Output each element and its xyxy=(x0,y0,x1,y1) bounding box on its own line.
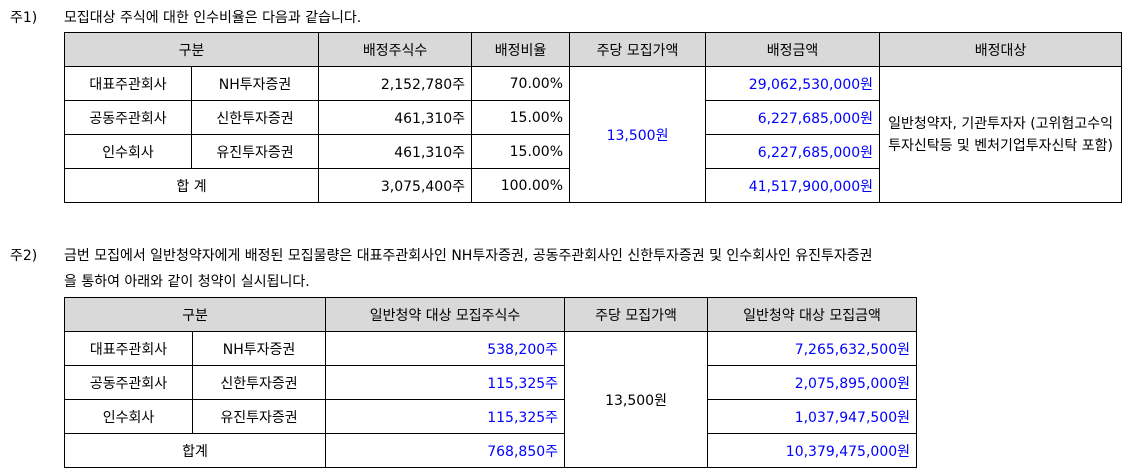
total-label: 합 계 xyxy=(63,168,320,203)
price-cell: 13,500원 xyxy=(564,331,709,468)
total-amount: 10,379,475,000원 xyxy=(707,433,918,468)
target-cell: 일반청약자, 기관투자자 (고위험고수익투자신탁등 및 벤처기업투자신탁 포함) xyxy=(879,66,1123,203)
row-company: 유진투자증권 xyxy=(190,134,320,169)
row-shares: 2,152,780주 xyxy=(318,66,473,101)
row-amount: 2,075,895,000원 xyxy=(707,365,918,400)
row-role: 대표주관회사 xyxy=(64,331,193,366)
row-amount: 6,227,685,000원 xyxy=(705,134,881,169)
header-price: 주당 모집가액 xyxy=(569,32,707,67)
table-row: 인수회사 유진투자증권 115,325주 1,037,947,500원 xyxy=(64,399,918,434)
header-shares: 일반청약 대상 모집주식수 xyxy=(325,297,566,332)
row-role: 인수회사 xyxy=(64,134,192,169)
row-shares: 461,310주 xyxy=(318,134,473,169)
note1-text: 모집대상 주식에 대한 인수비율은 다음과 같습니다. xyxy=(64,10,362,26)
header-amount: 배정금액 xyxy=(705,32,881,67)
header-category: 구분 xyxy=(63,32,320,67)
row-amount: 1,037,947,500원 xyxy=(707,399,918,434)
note2-number: 주2) xyxy=(10,248,38,264)
total-row: 합 계 3,075,400주 100.00% 41,517,900,000원 xyxy=(63,168,1122,203)
total-row: 합계 768,850주 10,379,475,000원 xyxy=(63,433,918,468)
total-ratio: 100.00% xyxy=(471,168,571,203)
header-amount: 일반청약 대상 모집금액 xyxy=(707,297,918,332)
row-shares: 461,310주 xyxy=(318,100,473,135)
table-header-row: 구분 일반청약 대상 모집주식수 주당 모집가액 일반청약 대상 모집금액 xyxy=(63,297,918,332)
note2-text-line1: 금번 모집에서 일반청약자에게 배정된 모집물량은 대표주관회사인 NH투자증권… xyxy=(64,248,873,264)
row-company: 신한투자증권 xyxy=(190,100,320,135)
total-shares: 3,075,400주 xyxy=(318,168,473,203)
allocation-table: 구분 배정주식수 배정비율 주당 모집가액 배정금액 배정대상 대표주관회사 N… xyxy=(63,32,1123,203)
header-price: 주당 모집가액 xyxy=(564,297,709,332)
row-company: NH투자증권 xyxy=(190,66,320,101)
total-amount: 41,517,900,000원 xyxy=(705,168,881,203)
row-role: 공동주관회사 xyxy=(64,100,192,135)
table-row: 인수회사 유진투자증권 461,310주 15.00% 6,227,685,00… xyxy=(64,134,1122,169)
header-ratio: 배정비율 xyxy=(471,32,571,67)
row-role: 대표주관회사 xyxy=(64,66,192,101)
row-shares: 538,200주 xyxy=(325,331,566,366)
table-row: 공동주관회사 신한투자증권 461,310주 15.00% 6,227,685,… xyxy=(64,100,1122,135)
row-amount: 6,227,685,000원 xyxy=(705,100,881,135)
row-company: NH투자증권 xyxy=(191,331,327,366)
header-shares: 배정주식수 xyxy=(318,32,473,67)
row-role: 인수회사 xyxy=(64,399,193,434)
table-header-row: 구분 배정주식수 배정비율 주당 모집가액 배정금액 배정대상 xyxy=(63,32,1123,67)
row-ratio: 70.00% xyxy=(471,66,571,101)
table-row: 대표주관회사 NH투자증권 2,152,780주 70.00% 13,500원 … xyxy=(64,66,1123,203)
header-category: 구분 xyxy=(63,297,327,332)
subscription-table: 구분 일반청약 대상 모집주식수 주당 모집가액 일반청약 대상 모집금액 대표… xyxy=(63,297,918,468)
note2-text-line2: 을 통하여 아래와 같이 청약이 실시됩니다. xyxy=(64,274,310,290)
row-shares: 115,325주 xyxy=(325,399,566,434)
total-label: 합계 xyxy=(63,433,327,468)
total-shares: 768,850주 xyxy=(325,433,566,468)
row-shares: 115,325주 xyxy=(325,365,566,400)
row-company: 유진투자증권 xyxy=(191,399,327,434)
price-cell: 13,500원 xyxy=(569,66,707,203)
row-role: 공동주관회사 xyxy=(64,365,193,400)
header-target: 배정대상 xyxy=(879,32,1123,67)
note1-number: 주1) xyxy=(10,10,38,26)
row-amount: 7,265,632,500원 xyxy=(707,331,918,366)
row-amount: 29,062,530,000원 xyxy=(705,66,881,101)
row-company: 신한투자증권 xyxy=(191,365,327,400)
row-ratio: 15.00% xyxy=(471,100,571,135)
row-ratio: 15.00% xyxy=(471,134,571,169)
table-row: 대표주관회사 NH투자증권 538,200주 13,500원 7,265,632… xyxy=(64,331,918,468)
table-row: 공동주관회사 신한투자증권 115,325주 2,075,895,000원 xyxy=(64,365,918,400)
